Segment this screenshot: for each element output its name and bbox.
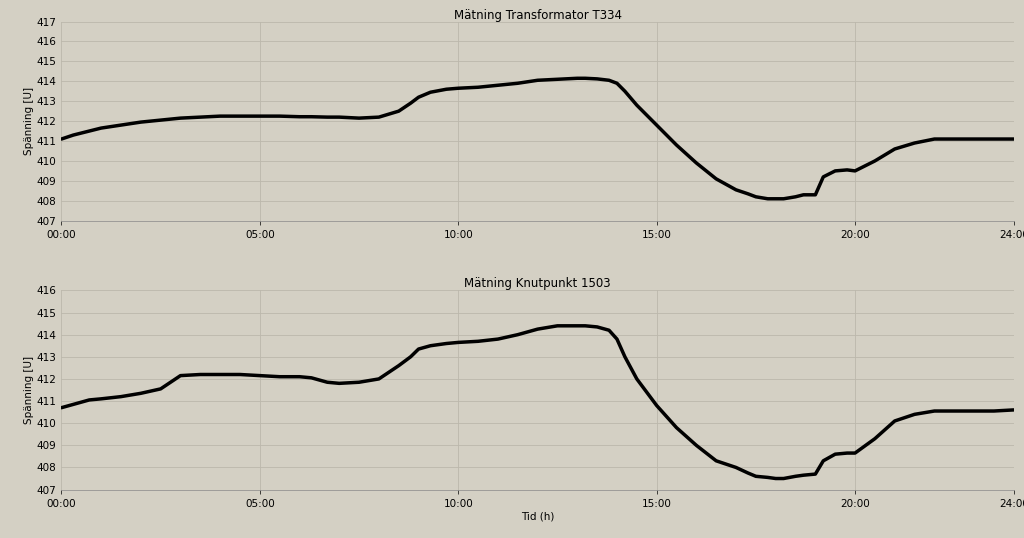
Title: Mätning Knutpunkt 1503: Mätning Knutpunkt 1503 bbox=[464, 278, 611, 291]
X-axis label: Tid (h): Tid (h) bbox=[521, 512, 554, 521]
Y-axis label: Spänning [U]: Spänning [U] bbox=[24, 356, 34, 424]
Y-axis label: Spänning [U]: Spänning [U] bbox=[24, 87, 34, 155]
Title: Mätning Transformator T334: Mätning Transformator T334 bbox=[454, 9, 622, 22]
